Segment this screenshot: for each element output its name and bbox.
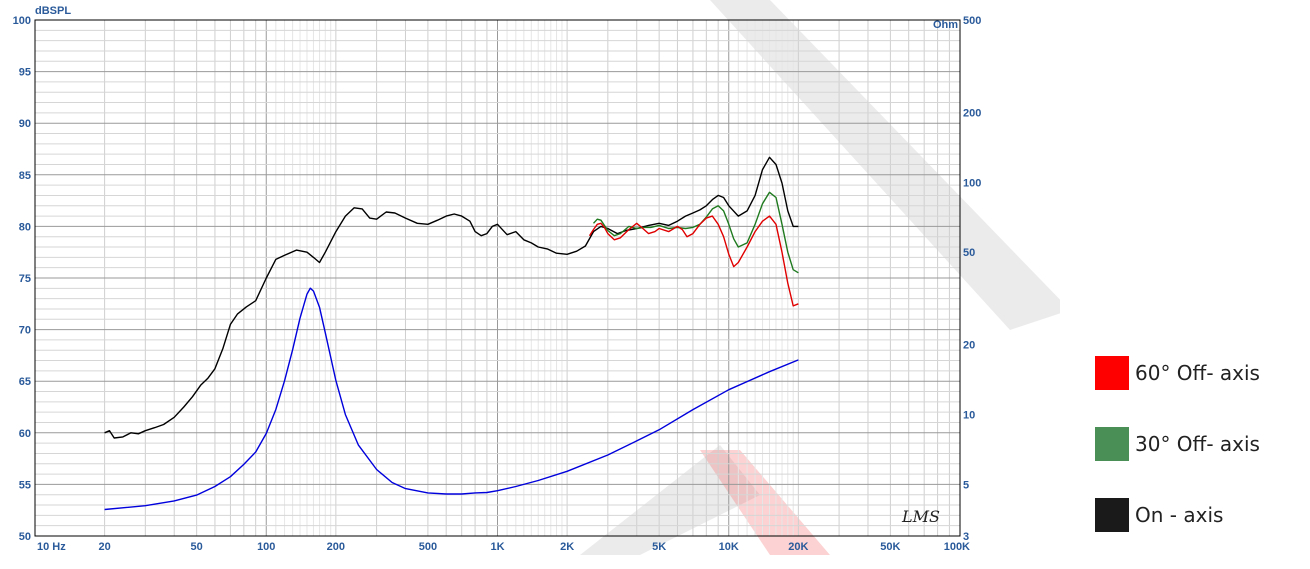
x-tick-labels: 10 Hz 20 50 100 200 500 1K 2K 5K 10K 20K 50K 100K — [37, 541, 970, 553]
legend-item-on-axis: On - axis — [1095, 498, 1305, 532]
y2-axis-title: Ohm — [933, 19, 958, 31]
legend-item-30-off-axis: 30° Off- axis — [1095, 427, 1305, 461]
lms-signature: LMS — [901, 507, 940, 526]
legend-swatch-30-off-axis — [1095, 427, 1129, 461]
y2-tick-label: 5 — [963, 479, 969, 491]
y2-tick-label: 50 — [963, 247, 975, 259]
legend-swatch-60-off-axis — [1095, 356, 1129, 390]
plot-frame — [34, 19, 961, 537]
x-tick-label: 100 — [257, 541, 275, 553]
series-line-impedance — [104, 287, 799, 511]
y-tick-label: 90 — [19, 118, 31, 130]
legend-label-30-off-axis: 30° Off- axis — [1135, 432, 1260, 456]
y-tick-label: 65 — [19, 376, 31, 388]
x-tick-label: 50K — [880, 541, 900, 553]
x-tick-label: 50 — [191, 541, 203, 553]
y-tick-label: 80 — [19, 221, 31, 233]
y-tick-label: 60 — [19, 428, 31, 440]
watermark — [580, 0, 1060, 555]
x-tick-label: 100K — [944, 541, 970, 553]
y-tick-label: 95 — [19, 67, 31, 79]
y-tick-label: 75 — [19, 273, 31, 285]
frequency-response-chart: dBSPL Ohm 100 95 90 85 80 75 70 65 60 55 50 500 200… — [13, 0, 1060, 555]
x-tick-label: 20 — [98, 541, 110, 553]
y-tick-label: 85 — [19, 170, 31, 182]
y2-tick-label: 10 — [963, 410, 975, 422]
series-line-30-off-axis — [592, 191, 799, 274]
series-line-60-off-axis — [588, 215, 799, 307]
x-tick-label: 1K — [490, 541, 504, 553]
y-tick-label: 100 — [13, 15, 31, 27]
legend-item-60-off-axis: 60° Off- axis — [1095, 356, 1305, 390]
x-tick-label: 10 Hz — [37, 541, 66, 553]
y2-tick-label: 20 — [963, 340, 975, 352]
y2-tick-labels: 500 200 100 50 20 10 5 3 — [963, 15, 981, 543]
x-tick-label: 20K — [788, 541, 808, 553]
legend-label-on-axis: On - axis — [1135, 503, 1224, 527]
y2-tick-label: 200 — [963, 107, 981, 119]
legend: 60° Off- axis 30° Off- axis On - axis — [1095, 356, 1305, 569]
x-tick-label: 2K — [560, 541, 574, 553]
y-tick-labels: 100 95 90 85 80 75 70 65 60 55 50 — [13, 15, 31, 543]
y2-tick-label: 100 — [963, 177, 981, 189]
x-tick-label: 10K — [719, 541, 739, 553]
legend-swatch-on-axis — [1095, 498, 1129, 532]
y2-tick-label: 500 — [963, 15, 981, 27]
legend-label-60-off-axis: 60° Off- axis — [1135, 361, 1260, 385]
x-tick-label: 500 — [419, 541, 437, 553]
series-lines — [104, 156, 799, 511]
y-axis-title: dBSPL — [35, 5, 71, 17]
series-line-on-axis — [104, 156, 799, 439]
grid — [35, 20, 960, 536]
x-tick-label: 5K — [652, 541, 666, 553]
y-tick-label: 70 — [19, 325, 31, 337]
y-tick-label: 50 — [19, 531, 31, 543]
y2-tick-label: 3 — [963, 531, 969, 543]
y-tick-label: 55 — [19, 479, 31, 491]
x-tick-label: 200 — [327, 541, 345, 553]
